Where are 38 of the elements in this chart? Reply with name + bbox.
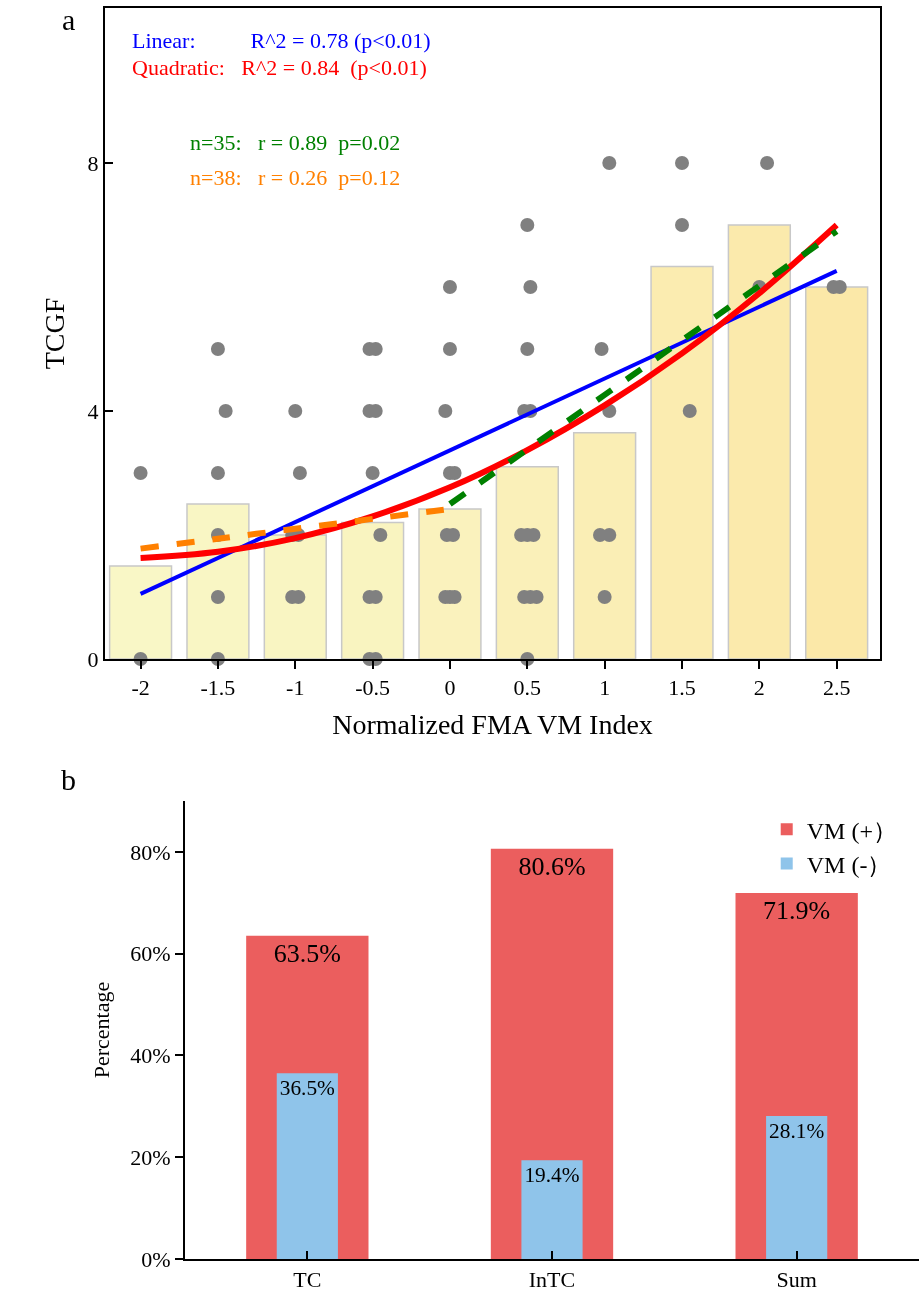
- y-tick-label: 4: [87, 398, 99, 424]
- x-tick-label: 0.5: [513, 675, 542, 701]
- y-tick-label: 60%: [130, 941, 171, 967]
- data-label: 36.5%: [279, 1076, 336, 1101]
- data-label: 80.6%: [518, 851, 586, 881]
- data-label: 19.4%: [524, 1163, 580, 1188]
- y-tick-label: 40%: [130, 1043, 171, 1069]
- x-tick-label: 2: [753, 675, 765, 701]
- data-label: 63.5%: [273, 938, 341, 968]
- y-tick-label: 80%: [130, 839, 171, 865]
- x-tick-label: 2.5: [822, 675, 851, 701]
- x-tick-label: -2: [131, 675, 150, 701]
- x-tick-label: Sum: [776, 1267, 817, 1293]
- annotation: n=38: r = 0.26 p=0.12: [190, 165, 401, 190]
- chart-title: a: [62, 3, 76, 36]
- x-tick-label: -1.5: [200, 675, 236, 701]
- data-label: 71.9%: [763, 896, 831, 926]
- data-label: 28.1%: [769, 1118, 825, 1143]
- chart-title: b: [61, 763, 76, 796]
- x-tick-label: -1: [286, 675, 305, 701]
- legend-label: VM (-）: [806, 851, 892, 878]
- annotation: n=35: r = 0.89 p=0.02: [190, 130, 401, 155]
- x-tick-label: -0.5: [355, 675, 391, 701]
- annotation: Linear: R^2 = 0.78 (p<0.01): [132, 28, 431, 53]
- x-tick-label: InTC: [528, 1267, 576, 1293]
- y-tick-label: 20%: [130, 1144, 171, 1170]
- y-tick-label: 0: [87, 646, 99, 672]
- y-axis-title: TCGF: [38, 297, 70, 370]
- annotation: Quadratic: R^2 = 0.84 (p<0.01): [132, 55, 427, 80]
- y-axis-title: Percentage: [88, 981, 114, 1079]
- y-tick-label: 8: [87, 150, 99, 176]
- x-axis-title: Normalized FMA VM Index: [332, 709, 653, 740]
- x-tick-label: 0: [444, 675, 456, 701]
- y-tick-label: 0%: [141, 1246, 171, 1272]
- legend-label: VM (+）: [806, 817, 897, 844]
- x-tick-label: TC: [293, 1267, 322, 1293]
- x-tick-label: 1.5: [668, 675, 696, 701]
- x-tick-label: 1: [599, 675, 611, 701]
